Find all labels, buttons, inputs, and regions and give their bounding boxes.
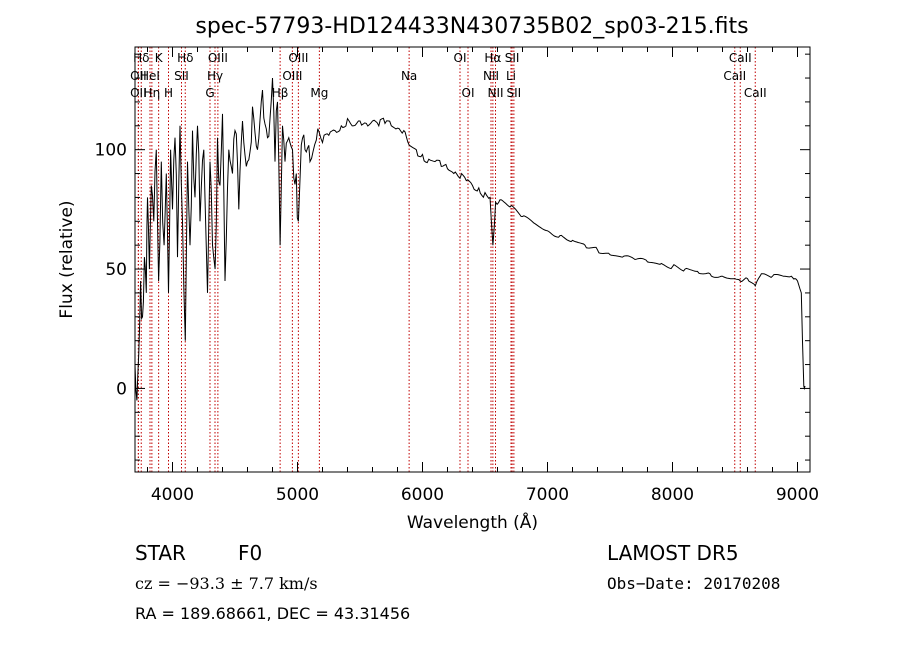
survey-name: LAMOST DR5: [607, 541, 739, 565]
y-tick-label: 0: [116, 379, 127, 399]
spectral-line-label: Mg: [310, 86, 328, 100]
x-axis-label: Wavelength (Å): [407, 511, 538, 533]
redshift-velocity: cz = −93.3 ± 7.7 km/s: [135, 574, 318, 593]
axis-ticks: 4000 5000 6000 7000 8000 9000 0 50 100: [95, 47, 819, 505]
spectral-line-label: H: [164, 86, 173, 100]
y-tick-label: 100: [95, 141, 127, 161]
spectral-line-label: Hα: [484, 51, 501, 65]
spectral-line-label: OI: [454, 51, 467, 65]
x-tick-label: 8000: [651, 485, 694, 505]
spectral-line-label: OIII: [282, 69, 302, 83]
spectral-line-label: G: [205, 86, 214, 100]
spectral-line-label: Hη: [144, 86, 161, 100]
spectral-line-label: SII: [505, 51, 520, 65]
spectral-line-label: Li: [506, 69, 516, 83]
spectral-line-label: HeI: [140, 69, 160, 83]
spectral-line-label: CaII: [723, 69, 746, 83]
spectral-line-label: Na: [401, 69, 417, 83]
spectral-line-label: OII: [130, 69, 147, 83]
spectrum-series-line: [134, 77, 806, 401]
spectral-line-label: CaII: [744, 86, 767, 100]
spectral-line-label: CaII: [729, 51, 752, 65]
spectral-line-label: Hγ: [207, 69, 223, 83]
observation-date: Obs−Date: 20170208: [607, 574, 781, 593]
spectral-line-label: Hδ: [177, 51, 193, 65]
spectral-line-label: Hβ: [272, 86, 289, 100]
spectral-line-label: NII: [483, 69, 499, 83]
spectral-line-markers: [137, 47, 756, 472]
spectral-line-label: OIII: [288, 51, 308, 65]
x-tick-label: 4000: [151, 485, 194, 505]
plot-frame: [134, 46, 811, 473]
chart-title: spec-57793-HD124433N430735B02_sp03-215.f…: [195, 14, 748, 39]
spectral-line-label: SII: [174, 69, 189, 83]
spectral-class: F0: [238, 541, 263, 565]
spectral-line-label: OII: [130, 86, 147, 100]
y-axis-label: Flux (relative): [57, 200, 77, 318]
spectral-line-label: OIII: [208, 51, 228, 65]
spectral-line-label: K: [155, 51, 164, 65]
x-tick-label: 7000: [526, 485, 569, 505]
y-tick-label: 50: [105, 260, 127, 280]
spectral-line-label: OI: [462, 86, 475, 100]
coordinates: RA = 189.68661, DEC = 43.31456: [135, 604, 411, 623]
spectral-line-label: NII: [487, 86, 503, 100]
object-type: STAR: [135, 541, 186, 565]
x-tick-label: 5000: [276, 485, 319, 505]
x-tick-label: 6000: [401, 485, 444, 505]
spectral-line-label: SII: [507, 86, 522, 100]
spectral-line-label: Hδ: [133, 51, 149, 65]
x-tick-label: 9000: [776, 485, 819, 505]
